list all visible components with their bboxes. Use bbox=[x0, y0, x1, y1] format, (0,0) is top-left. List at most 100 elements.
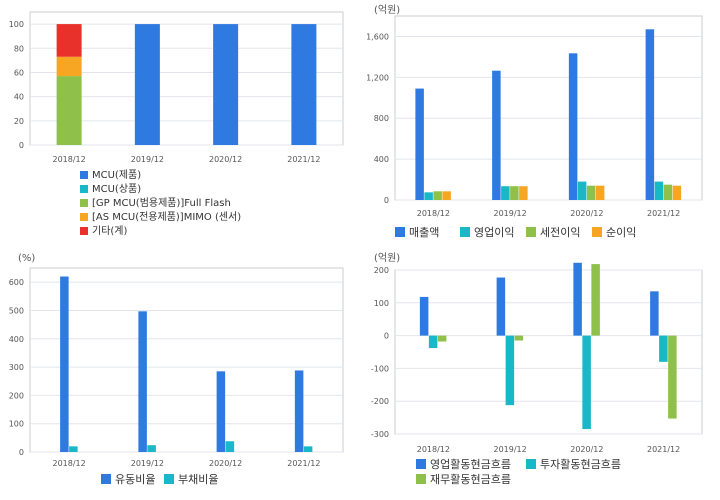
y-tick-label: 800 bbox=[374, 114, 389, 123]
legend-swatch bbox=[592, 227, 602, 237]
unit-label: (억원) bbox=[374, 4, 400, 16]
y-tick-label: 100 bbox=[374, 299, 389, 308]
bar bbox=[496, 277, 506, 336]
bar bbox=[424, 192, 433, 200]
y-tick-label: 400 bbox=[374, 155, 389, 164]
bar bbox=[216, 371, 226, 452]
legend: 매출액 영업이익 세전이익 순이익 bbox=[395, 226, 636, 239]
x-tick-label: 2018/12 bbox=[417, 445, 450, 454]
legend-label: 순이익 bbox=[606, 226, 636, 239]
x-tick-label: 2019/12 bbox=[131, 459, 164, 468]
bar bbox=[225, 441, 235, 452]
x-tick-label: 2019/12 bbox=[494, 445, 527, 454]
y-tick-label: 60 bbox=[14, 68, 24, 77]
y-tick-label: 0 bbox=[19, 141, 24, 150]
bar bbox=[69, 446, 78, 452]
legend-swatch bbox=[164, 474, 174, 484]
legend: 유동비율 부채비율 bbox=[101, 473, 218, 486]
chart-3: 0 100 200 300 400 500 600 (%) 2018/12 2019/12 2020… bbox=[9, 253, 344, 486]
x-tick-label: 2019/12 bbox=[494, 209, 527, 218]
y-tick-label: 0 bbox=[384, 196, 389, 205]
bar bbox=[294, 370, 304, 452]
y-tick-label: 80 bbox=[14, 44, 24, 53]
y-tick-label: 500 bbox=[9, 306, 24, 315]
bar bbox=[56, 56, 82, 77]
x-tick-label: 2020/12 bbox=[209, 459, 242, 468]
y-tick-label: -100 bbox=[371, 364, 389, 373]
legend: MCU(제품) MCU(상품) [GP MCU(범용제품)]Full Flash [A… bbox=[80, 169, 241, 237]
bar bbox=[303, 446, 313, 452]
legend-swatch bbox=[526, 227, 536, 237]
chart-2: 0 400 800 1,200 1,600 (억원) 2018/12 2019/12 2020/… bbox=[366, 4, 703, 239]
legend-swatch bbox=[526, 459, 536, 469]
x-tick-label: 2020/12 bbox=[209, 155, 242, 164]
x-tick-label: 2020/12 bbox=[570, 209, 603, 218]
bar bbox=[437, 335, 447, 342]
y-tick-label: 100 bbox=[9, 20, 24, 29]
bar bbox=[519, 186, 528, 200]
unit-label: (%) bbox=[18, 253, 35, 264]
y-tick-label: 200 bbox=[9, 391, 24, 400]
legend-label: MCU(제품) bbox=[92, 169, 141, 181]
legend-swatch bbox=[101, 474, 111, 484]
bar bbox=[492, 70, 501, 200]
bar bbox=[591, 264, 600, 336]
bar bbox=[60, 276, 69, 452]
chart-1: 0 20 40 60 80 100 2018/12 2019/12 2020/12 2021/12… bbox=[9, 11, 344, 237]
bar bbox=[213, 24, 239, 145]
bar bbox=[577, 181, 587, 200]
y-tick-label: 40 bbox=[14, 93, 24, 102]
bar bbox=[291, 24, 317, 145]
y-tick-label: 1,600 bbox=[366, 32, 389, 41]
bar bbox=[595, 185, 605, 200]
y-tick-label: 400 bbox=[9, 335, 24, 344]
legend-label: [GP MCU(범용제품)]Full Flash bbox=[92, 197, 231, 209]
plot-frame bbox=[29, 267, 344, 453]
x-tick-label: 2021/12 bbox=[287, 459, 320, 468]
bar bbox=[668, 335, 677, 419]
y-tick-label: 100 bbox=[9, 420, 24, 429]
legend-label: 투자활동현금흐름 bbox=[540, 457, 621, 471]
bar bbox=[419, 296, 429, 336]
legend-swatch bbox=[416, 474, 426, 484]
bar bbox=[134, 24, 160, 145]
bar bbox=[415, 88, 424, 200]
legend-swatch bbox=[416, 459, 426, 469]
legend-label: 재무활동현금흐름 bbox=[430, 472, 511, 486]
legend-label: 기타(계) bbox=[92, 225, 128, 237]
legend-label: 부채비율 bbox=[178, 473, 218, 486]
bar bbox=[659, 335, 668, 362]
x-tick-label: 2021/12 bbox=[647, 209, 680, 218]
bar bbox=[505, 335, 515, 406]
unit-label: (억원) bbox=[374, 252, 400, 264]
y-tick-label: 1,200 bbox=[366, 73, 389, 82]
bar bbox=[672, 185, 682, 200]
bar bbox=[510, 186, 519, 200]
bar bbox=[568, 53, 578, 200]
y-tick-label: -300 bbox=[371, 430, 389, 439]
y-tick-label: 200 bbox=[374, 266, 389, 275]
plot-frame bbox=[394, 15, 703, 201]
bar bbox=[582, 335, 591, 430]
bar bbox=[514, 335, 524, 341]
legend-label: 매출액 bbox=[409, 226, 439, 239]
y-tick-label: 0 bbox=[19, 448, 24, 457]
x-tick-label: 2021/12 bbox=[287, 155, 320, 164]
chart-4: -300 -200 -100 0 100 200 (억원) 2018/12 2019/12 202… bbox=[371, 252, 703, 486]
legend-swatch bbox=[80, 227, 88, 235]
y-tick-label: 0 bbox=[384, 332, 389, 341]
legend-label: 유동비율 bbox=[115, 473, 155, 486]
x-tick-label: 2019/12 bbox=[131, 155, 164, 164]
legend-swatch bbox=[80, 171, 88, 179]
bar bbox=[663, 184, 673, 200]
bar bbox=[654, 181, 664, 200]
bar bbox=[428, 335, 438, 349]
x-tick-label: 2018/12 bbox=[417, 209, 450, 218]
bar bbox=[501, 186, 510, 200]
x-tick-label: 2018/12 bbox=[53, 155, 86, 164]
y-tick-label: -200 bbox=[371, 397, 389, 406]
y-tick-label: 20 bbox=[14, 117, 24, 126]
legend-label: 영업이익 bbox=[474, 226, 514, 239]
